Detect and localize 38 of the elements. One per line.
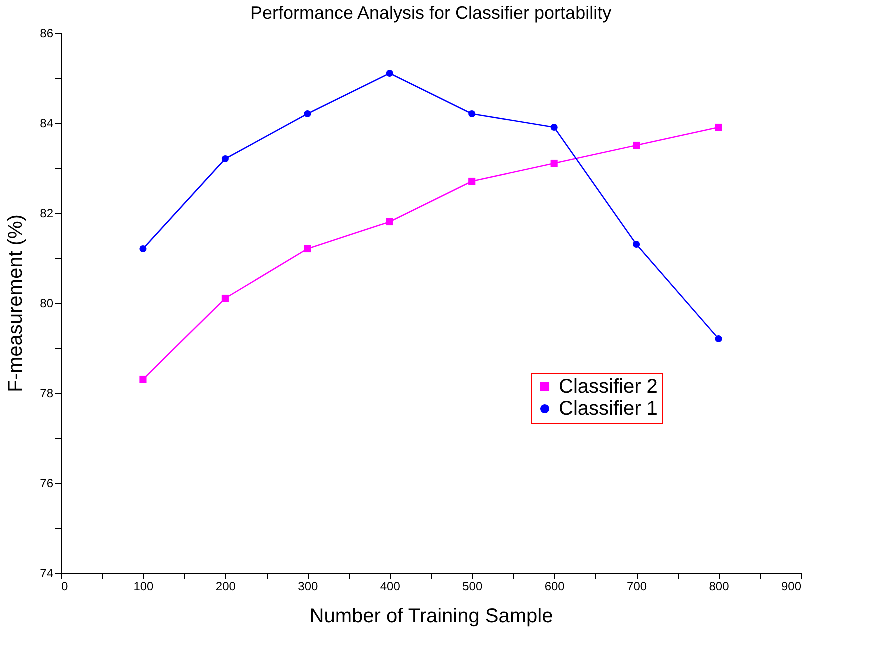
point [715, 124, 722, 132]
point [304, 245, 312, 253]
point [140, 245, 147, 253]
point [468, 178, 476, 186]
point [468, 110, 476, 118]
y-tick-label: 74 [40, 566, 54, 580]
point [386, 70, 394, 78]
legend-label: Classifier 1 [559, 398, 658, 420]
y-tick-label: 76 [40, 476, 54, 490]
x-tick-label: 700 [627, 580, 648, 594]
x-tick-label: 0 [62, 580, 68, 594]
chart-title: Performance Analysis for Classifier portability [250, 3, 612, 23]
x-tick-label: 500 [462, 580, 483, 594]
y-tick-label: 84 [40, 116, 54, 130]
x-tick-label: 600 [544, 580, 566, 594]
x-tick-label: 100 [134, 580, 154, 594]
point [633, 240, 640, 248]
point [715, 335, 722, 343]
x-tick-label: 200 [216, 580, 236, 594]
point [386, 218, 394, 226]
y-axis-title: F-measurement (%) [5, 214, 28, 392]
point [304, 110, 312, 118]
x-tick-label: 800 [709, 580, 730, 594]
legend-label: Classifier 2 [559, 376, 658, 398]
y-tick-label: 78 [40, 386, 54, 400]
point [222, 155, 229, 163]
point [633, 142, 640, 150]
point [140, 376, 147, 384]
x-tick-label: 900 [781, 580, 802, 594]
point [222, 294, 229, 302]
x-tick-label: 400 [380, 580, 401, 594]
x-tick-label: 300 [298, 580, 318, 594]
y-tick-label: 82 [40, 206, 54, 220]
y-tick-label: 80 [40, 296, 54, 310]
point [550, 124, 558, 132]
x-axis-title: Number of Training Sample [310, 606, 554, 628]
point [550, 160, 558, 168]
y-tick-label: 86 [40, 26, 54, 40]
